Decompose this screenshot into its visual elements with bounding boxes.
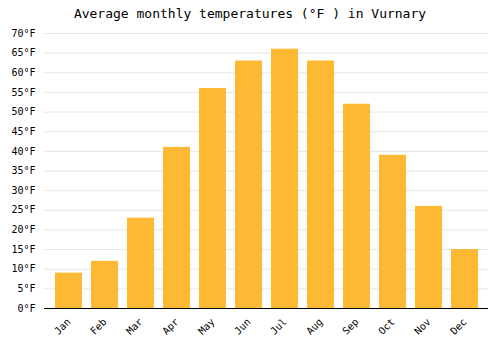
svg-text:70°F: 70°F: [11, 28, 35, 39]
svg-text:15°F: 15°F: [11, 244, 35, 255]
svg-text:Nov: Nov: [412, 316, 433, 337]
svg-text:Aug: Aug: [304, 316, 325, 337]
svg-text:5°F: 5°F: [17, 283, 35, 294]
svg-text:20°F: 20°F: [11, 224, 35, 235]
svg-text:Oct: Oct: [376, 316, 397, 337]
svg-text:Apr: Apr: [160, 316, 181, 337]
svg-text:Jun: Jun: [232, 316, 253, 337]
svg-text:Mar: Mar: [124, 316, 145, 337]
svg-text:55°F: 55°F: [11, 87, 35, 98]
svg-text:25°F: 25°F: [11, 204, 35, 215]
svg-text:40°F: 40°F: [11, 146, 35, 157]
svg-text:May: May: [196, 316, 217, 337]
svg-text:30°F: 30°F: [11, 185, 35, 196]
svg-text:Dec: Dec: [448, 316, 469, 337]
html-text:Average monthly temperatures (: Average monthly temperatures (°F ) in Vu…: [73, 6, 427, 21]
svg-text:Sep: Sep: [340, 316, 361, 337]
svg-text:35°F: 35°F: [11, 165, 35, 176]
svg-text:60°F: 60°F: [11, 67, 35, 78]
svg-text:10°F: 10°F: [11, 263, 35, 274]
svg-text:45°F: 45°F: [11, 126, 35, 137]
svg-text:Jul: Jul: [268, 316, 289, 337]
svg-text:65°F: 65°F: [11, 47, 35, 58]
svg-text:Feb: Feb: [88, 316, 109, 337]
svg-text:Jan: Jan: [52, 316, 73, 337]
svg-text:0°F: 0°F: [17, 303, 35, 314]
svg-text:50°F: 50°F: [11, 106, 35, 117]
